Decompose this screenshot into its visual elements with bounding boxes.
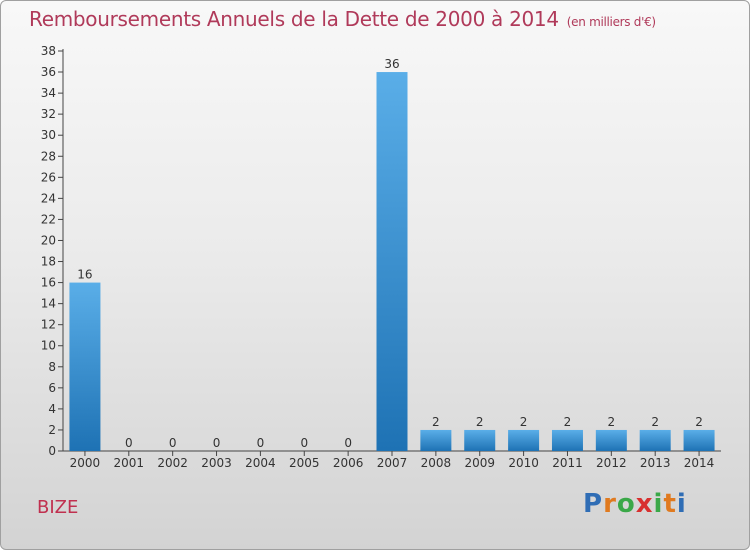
x-tick-label: 2008	[421, 456, 452, 470]
y-tick-label: 38	[41, 44, 56, 58]
x-tick-label: 2009	[464, 456, 495, 470]
bar-value-label: 0	[257, 436, 265, 450]
bar	[551, 429, 583, 451]
bar-value-label: 0	[125, 436, 133, 450]
logo-letter: t	[663, 489, 677, 519]
bar-value-label: 0	[344, 436, 352, 450]
x-tick-label: 2012	[596, 456, 627, 470]
bar-value-label: 16	[77, 268, 92, 282]
bar-value-label: 2	[608, 415, 616, 429]
x-tick-label: 2002	[157, 456, 188, 470]
y-tick-label: 24	[41, 191, 56, 205]
logo-letter: i	[653, 489, 664, 519]
bar	[376, 72, 408, 451]
y-tick-label: 34	[41, 86, 56, 100]
bar	[508, 429, 540, 451]
x-tick-label: 2011	[552, 456, 583, 470]
y-tick-label: 18	[41, 255, 56, 269]
bar-value-label: 0	[300, 436, 308, 450]
y-tick-label: 8	[48, 360, 56, 374]
y-tick-label: 28	[41, 149, 56, 163]
bar-value-label: 2	[432, 415, 440, 429]
y-tick-label: 0	[48, 444, 56, 458]
x-tick-label: 2005	[289, 456, 320, 470]
proxiti-logo: Proxiti	[583, 489, 687, 519]
logo-letter: o	[616, 489, 636, 519]
x-tick-label: 2014	[684, 456, 715, 470]
bar-value-label: 36	[384, 57, 399, 71]
x-tick-label: 2006	[333, 456, 364, 470]
y-tick-label: 32	[41, 107, 56, 121]
bar	[464, 429, 496, 451]
bar-value-label: 0	[213, 436, 221, 450]
logo-letter: i	[676, 489, 687, 519]
bar-value-label: 2	[476, 415, 484, 429]
y-tick-label: 14	[41, 297, 56, 311]
chart-unit: (en milliers d'€)	[566, 15, 656, 29]
y-tick-label: 20	[41, 233, 56, 247]
y-tick-label: 26	[41, 170, 56, 184]
bar-value-label: 2	[520, 415, 528, 429]
bar-value-label: 2	[651, 415, 659, 429]
bar	[595, 429, 627, 451]
y-tick-label: 22	[41, 212, 56, 226]
bar	[639, 429, 671, 451]
x-tick-label: 2010	[508, 456, 539, 470]
commune-name: BIZE	[37, 497, 79, 518]
x-tick-label: 2013	[640, 456, 671, 470]
x-tick-label: 2007	[377, 456, 408, 470]
chart-title-text: Remboursements Annuels de la Dette de 20…	[29, 7, 559, 31]
bar-value-label: 0	[169, 436, 177, 450]
y-tick-label: 2	[48, 423, 56, 437]
bar	[683, 429, 715, 451]
logo-letter: x	[635, 489, 654, 519]
y-tick-label: 6	[48, 381, 56, 395]
x-tick-label: 2000	[70, 456, 101, 470]
logo-letter: P	[583, 489, 604, 519]
bar	[420, 429, 452, 451]
y-tick-label: 4	[48, 402, 56, 416]
y-tick-label: 30	[41, 128, 56, 142]
logo-letter: r	[603, 489, 617, 519]
y-tick-label: 10	[41, 339, 56, 353]
y-tick-label: 12	[41, 318, 56, 332]
x-tick-label: 2003	[201, 456, 232, 470]
chart-title: Remboursements Annuels de la Dette de 20…	[29, 7, 656, 31]
y-tick-label: 36	[41, 65, 56, 79]
bar-value-label: 2	[695, 415, 703, 429]
x-tick-label: 2004	[245, 456, 276, 470]
y-tick-label: 16	[41, 276, 56, 290]
bar	[69, 282, 101, 451]
bar-value-label: 2	[564, 415, 572, 429]
x-tick-label: 2001	[114, 456, 145, 470]
